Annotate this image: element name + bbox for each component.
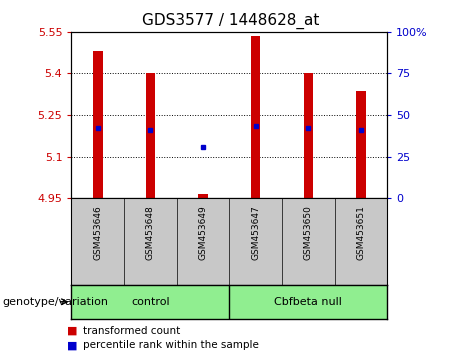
Bar <box>93 51 102 198</box>
Text: control: control <box>131 297 170 307</box>
Text: GSM453647: GSM453647 <box>251 205 260 260</box>
Text: ■: ■ <box>67 326 77 336</box>
Text: GDS3577 / 1448628_at: GDS3577 / 1448628_at <box>142 12 319 29</box>
Text: percentile rank within the sample: percentile rank within the sample <box>83 340 259 350</box>
Bar <box>356 91 366 198</box>
Text: Cbfbeta null: Cbfbeta null <box>274 297 342 307</box>
Text: GSM453649: GSM453649 <box>199 205 207 260</box>
Text: GSM453651: GSM453651 <box>356 205 366 260</box>
Bar <box>251 36 260 198</box>
Text: GSM453646: GSM453646 <box>93 205 102 260</box>
Text: transformed count: transformed count <box>83 326 180 336</box>
Text: genotype/variation: genotype/variation <box>2 297 108 307</box>
Text: GSM453648: GSM453648 <box>146 205 155 260</box>
Bar <box>303 74 313 198</box>
Text: ■: ■ <box>67 340 77 350</box>
Text: GSM453650: GSM453650 <box>304 205 313 260</box>
Bar <box>146 74 155 198</box>
Bar <box>198 194 208 198</box>
